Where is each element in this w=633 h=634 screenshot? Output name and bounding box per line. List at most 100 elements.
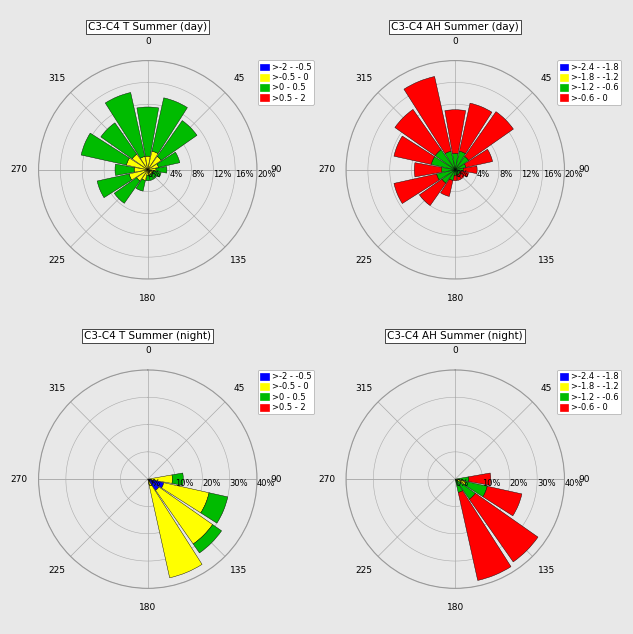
Legend: >-2 - -0.5, >-0.5 - 0, >0 - 0.5, >0.5 - 2: >-2 - -0.5, >-0.5 - 0, >0 - 0.5, >0.5 - … [258,60,314,105]
Bar [435,150,455,170]
Text: 30%: 30% [537,479,556,488]
Bar [431,157,455,170]
Bar [455,169,463,171]
Bar [156,167,167,173]
Bar [151,173,157,179]
Bar [455,477,469,482]
Bar [153,171,161,177]
Text: 0%: 0% [455,170,468,179]
Text: 20%: 20% [203,479,221,488]
Bar [157,152,180,167]
Text: 16%: 16% [542,170,561,179]
Text: 40%: 40% [565,479,583,488]
Text: 8%: 8% [499,170,512,179]
Bar [127,158,147,170]
Bar [147,170,151,175]
Bar [156,487,213,544]
Text: 20%: 20% [510,479,529,488]
Text: 40%: 40% [257,479,275,488]
Text: 8%: 8% [191,170,205,179]
Text: 20%: 20% [257,170,275,179]
Bar [147,164,158,170]
Bar [172,473,184,485]
Bar [147,170,153,174]
Bar [147,479,164,488]
Bar [455,151,465,170]
Text: 12%: 12% [521,170,539,179]
Bar [152,98,187,153]
Bar [157,120,197,160]
Bar [454,170,456,175]
Bar [455,479,475,500]
Bar [147,170,149,175]
Bar [147,475,172,483]
Bar [468,473,491,485]
Bar [455,170,460,174]
Bar [147,479,159,490]
Bar [149,174,154,181]
Bar [453,153,458,170]
Bar [147,157,161,170]
Text: 0%: 0% [455,479,468,488]
Bar [136,179,146,191]
Title: C3-C4 T Summer (day): C3-C4 T Summer (day) [88,22,208,32]
Bar [463,166,477,174]
Bar [437,170,455,180]
Bar [420,179,446,205]
Bar [147,170,153,172]
Bar [394,136,434,164]
Text: 10%: 10% [175,479,194,488]
Bar [101,123,137,159]
Bar [442,167,455,172]
Text: 10%: 10% [482,479,501,488]
Bar [445,110,466,153]
Bar [114,178,140,204]
Bar [201,493,228,523]
Bar [132,154,147,170]
Bar [115,164,134,176]
Bar [147,169,156,171]
Bar [142,170,147,181]
Legend: >-2 - -0.5, >-0.5 - 0, >0 - 0.5, >0.5 - 2: >-2 - -0.5, >-0.5 - 0, >0 - 0.5, >0.5 - … [258,370,314,415]
Bar [442,170,455,183]
Text: 30%: 30% [230,479,248,488]
Bar [465,481,487,497]
Bar [455,164,466,170]
Text: 0%: 0% [147,170,161,179]
Text: 20%: 20% [565,170,583,179]
Bar [147,479,202,578]
Bar [453,175,457,181]
Bar [161,482,209,513]
Bar [455,170,461,172]
Bar [460,103,492,153]
Bar [404,77,451,153]
Bar [465,149,492,167]
Text: 16%: 16% [235,170,254,179]
Legend: >-2.4 - -1.8, >-1.8 - -1.2, >-1.2 - -0.6, >-0.6 - 0: >-2.4 - -1.8, >-1.8 - -1.2, >-1.2 - -0.6… [557,60,622,105]
Bar [455,479,466,485]
Bar [455,479,463,493]
Bar [469,493,538,562]
Bar [137,107,159,157]
Title: C3-C4 AH Summer (day): C3-C4 AH Summer (day) [391,22,519,32]
Bar [97,174,132,198]
Bar [141,157,147,170]
Bar [460,171,468,177]
Bar [441,179,453,197]
Title: C3-C4 T Summer (night): C3-C4 T Summer (night) [84,331,211,341]
Bar [458,173,464,179]
Bar [394,174,439,204]
Bar [146,175,149,181]
Bar [147,151,158,170]
Bar [458,491,511,581]
Text: 12%: 12% [213,170,232,179]
Bar [81,133,129,165]
Title: C3-C4 AH Summer (night): C3-C4 AH Summer (night) [387,331,523,341]
Bar [455,157,468,170]
Bar [137,170,147,181]
Bar [445,151,455,170]
Bar [193,524,222,553]
Bar [455,170,458,175]
Bar [129,170,147,180]
Bar [146,156,150,170]
